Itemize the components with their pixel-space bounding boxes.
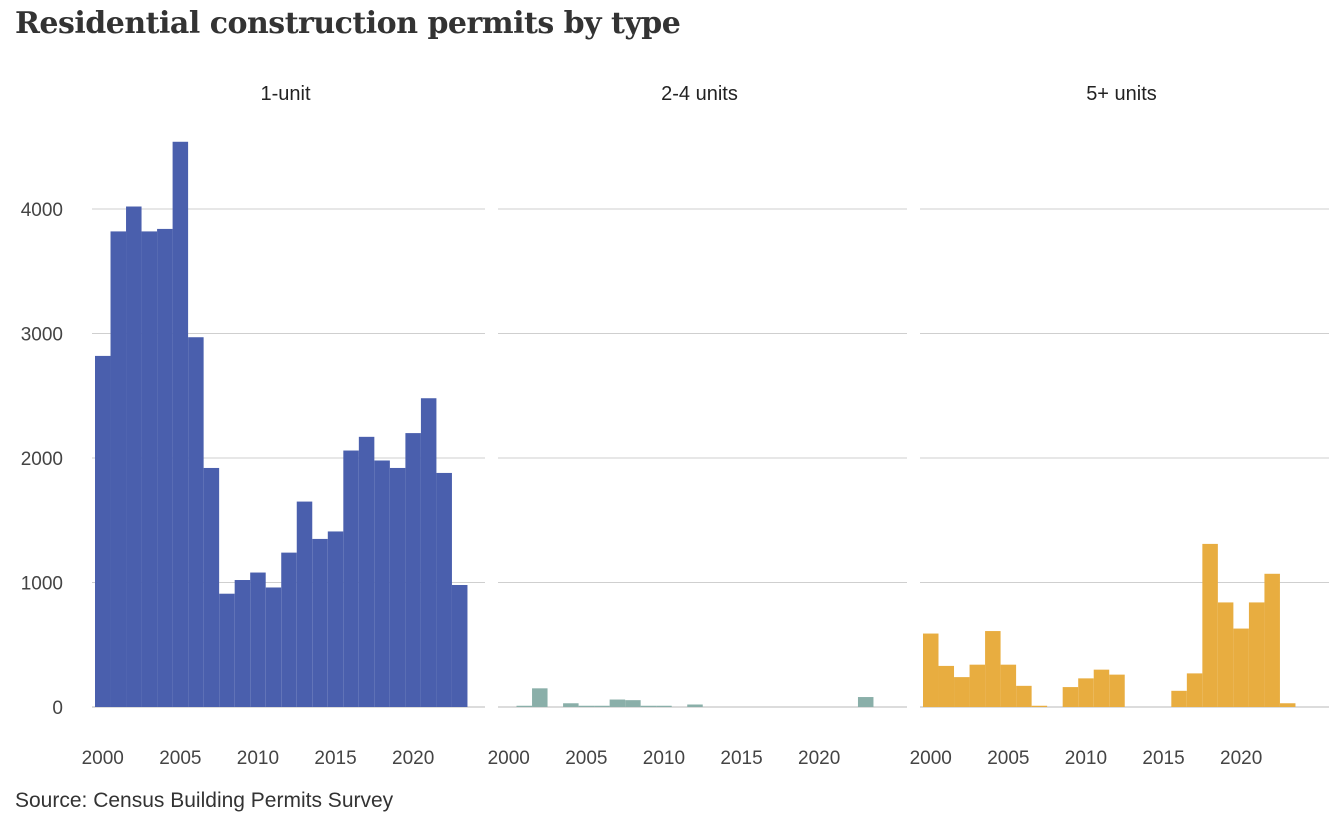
x-tick-label-1-2005: 2005 — [159, 748, 201, 769]
bar-3-2023 — [1279, 703, 1296, 707]
bar-3-2009 — [1062, 687, 1079, 707]
bar-3-2016 — [1171, 690, 1187, 707]
x-tick-label-3-2015: 2015 — [1142, 748, 1184, 769]
x-tick-label-3-2010: 2010 — [1065, 748, 1107, 769]
y-tick-label-2000: 2000 — [21, 449, 63, 470]
x-tick-label-2-2010: 2010 — [643, 748, 685, 769]
bar-1-2017 — [358, 436, 375, 707]
bar-2-2007 — [609, 699, 626, 707]
x-tick-label-1-2020: 2020 — [392, 748, 434, 769]
y-tick-label-4000: 4000 — [21, 200, 63, 221]
bar-1-2005 — [172, 141, 189, 707]
bar-3-2019 — [1217, 602, 1234, 707]
bar-1-2006 — [188, 337, 204, 707]
bar-2-2010 — [656, 705, 672, 707]
bar-1-2012 — [281, 552, 297, 707]
panel-title-3: 5+ units — [1086, 83, 1157, 105]
bar-1-2023 — [451, 584, 468, 707]
bar-2-2008 — [625, 700, 641, 707]
bar-2-2001 — [516, 705, 533, 707]
bar-1-2004 — [157, 228, 173, 708]
x-tick-label-2-2000: 2000 — [488, 748, 530, 769]
source-note: Source: Census Building Permits Survey — [15, 789, 394, 812]
bar-2-2006 — [594, 705, 610, 707]
chart-title: Residential construction permits by type — [15, 6, 681, 41]
bar-3-2003 — [969, 664, 986, 707]
bar-1-2002 — [126, 206, 142, 707]
x-tick-label-2-2020: 2020 — [798, 748, 840, 769]
y-tick-label-0: 0 — [52, 698, 63, 719]
bar-1-2014 — [312, 538, 328, 707]
bar-2-2004 — [563, 703, 579, 707]
x-tick-label-3-2000: 2000 — [910, 748, 952, 769]
bar-3-2006 — [1016, 685, 1032, 707]
bar-1-2001 — [110, 231, 127, 707]
bar-3-2002 — [954, 677, 970, 707]
x-tick-label-2-2015: 2015 — [720, 748, 762, 769]
bar-1-2022 — [436, 472, 452, 707]
x-tick-label-3-2020: 2020 — [1220, 748, 1262, 769]
bar-3-2018 — [1202, 543, 1218, 707]
bar-3-2000 — [923, 633, 939, 707]
bar-1-2007 — [203, 467, 220, 707]
x-tick-label-1-2000: 2000 — [82, 748, 124, 769]
bar-1-2021 — [420, 398, 437, 707]
bar-1-2015 — [327, 531, 344, 707]
bar-3-2017 — [1186, 673, 1203, 707]
bar-1-2009 — [234, 580, 251, 707]
panel-title-2: 2-4 units — [661, 83, 738, 105]
bar-2-2005 — [578, 705, 595, 707]
bar-3-2020 — [1233, 628, 1249, 707]
bar-3-2011 — [1093, 669, 1110, 707]
bar-2-2009 — [640, 705, 657, 707]
bar-3-2022 — [1264, 573, 1280, 707]
bar-1-2020 — [405, 433, 421, 707]
bar-3-2021 — [1248, 602, 1265, 707]
bar-3-2005 — [1000, 664, 1017, 707]
bar-1-2010 — [250, 572, 266, 707]
bar-1-2013 — [296, 501, 313, 707]
bar-1-2008 — [219, 593, 235, 707]
bar-1-2019 — [389, 467, 406, 707]
y-tick-label-1000: 1000 — [21, 574, 63, 595]
bar-3-2007 — [1031, 705, 1048, 707]
bar-2-2012 — [687, 704, 703, 707]
x-tick-label-1-2015: 2015 — [314, 748, 356, 769]
bar-3-2004 — [985, 631, 1001, 707]
bar-3-2010 — [1078, 678, 1094, 707]
bar-1-2003 — [141, 231, 158, 707]
bar-1-2016 — [343, 450, 359, 707]
bar-2-2023 — [857, 697, 874, 707]
y-tick-label-3000: 3000 — [21, 325, 63, 346]
bar-3-2012 — [1109, 674, 1125, 707]
bar-2-2002 — [532, 688, 548, 707]
x-tick-label-1-2010: 2010 — [237, 748, 279, 769]
bar-3-2001 — [938, 665, 955, 707]
x-tick-label-2-2005: 2005 — [565, 748, 607, 769]
bar-1-2011 — [265, 587, 282, 707]
x-tick-label-3-2005: 2005 — [987, 748, 1029, 769]
bar-1-2000 — [95, 355, 111, 707]
bar-1-2018 — [374, 460, 390, 707]
panel-title-1: 1-unit — [260, 83, 310, 105]
